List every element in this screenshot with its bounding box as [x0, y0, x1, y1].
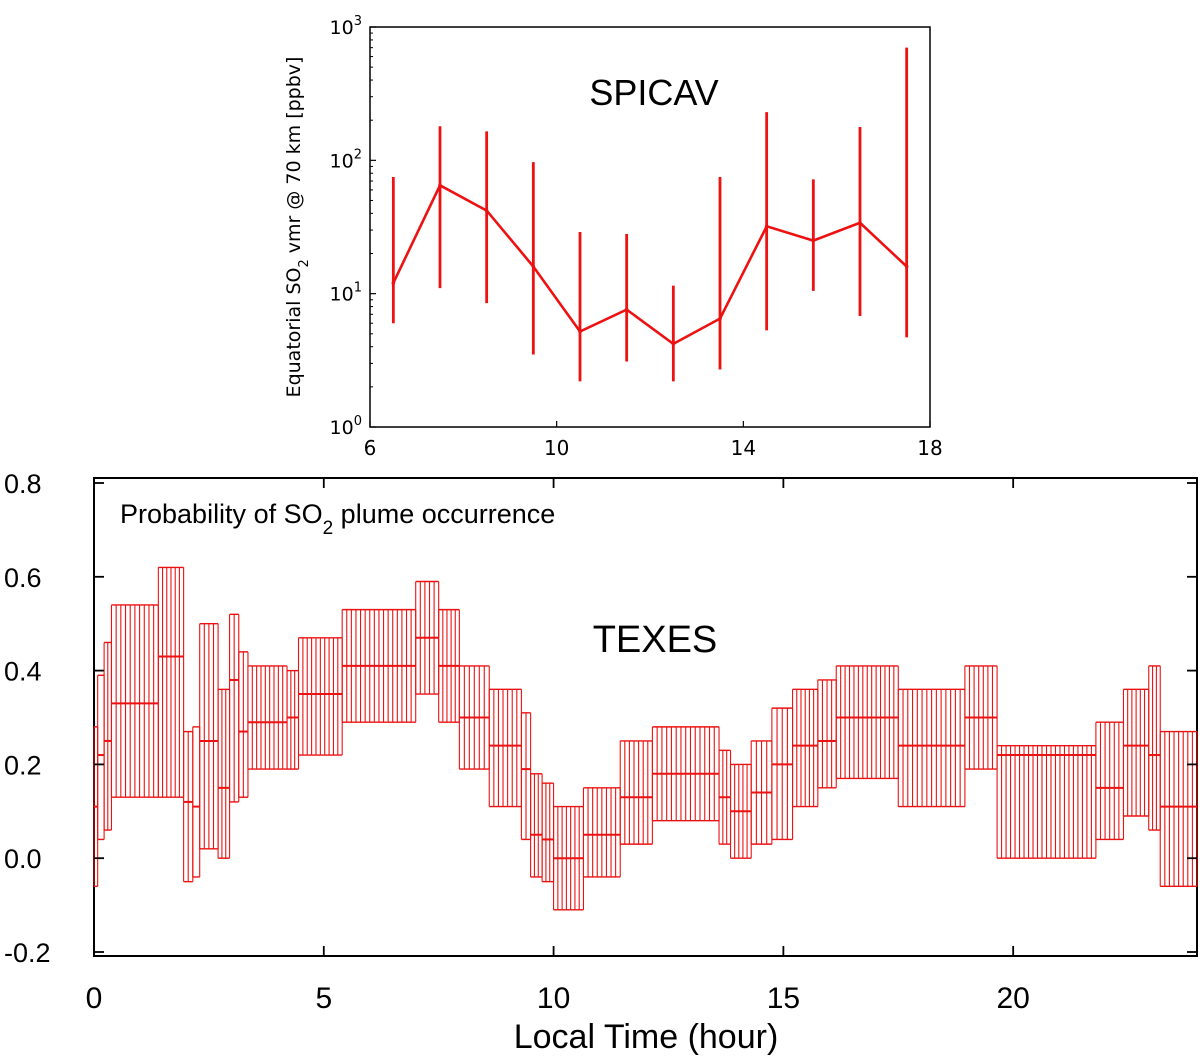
- spicav-data-point: [671, 342, 676, 346]
- texes-panel: -0.2 0.0 0.2 0.4 0.6 0.8 0 5 10 15 20 Probability …: [4, 469, 1198, 1056]
- texes-segment: [192, 726, 201, 878]
- texes-plot-frame: [93, 477, 1198, 957]
- texes-segment: [438, 608, 460, 723]
- texes-segment: [750, 740, 773, 845]
- texes-segment: [157, 566, 185, 798]
- spicav-ytick-exponent: 3: [354, 14, 362, 29]
- texes-segment: [217, 688, 231, 859]
- texes-segment: [247, 665, 288, 770]
- spicav-data-point: [484, 208, 489, 213]
- spicav-data-layer: [391, 47, 909, 382]
- texes-segment: [771, 707, 794, 841]
- spicav-xtick-label: 6: [364, 436, 377, 460]
- texes-segment: [553, 805, 585, 911]
- texes-axes-layer: -0.2 0.0 0.2 0.4 0.6 0.8 0 5 10 15 20: [4, 469, 1197, 1015]
- spicav-data-point: [858, 221, 862, 225]
- texes-segment: [488, 688, 522, 808]
- texes-segment: [103, 641, 113, 831]
- texes-xtick-label: 20: [996, 982, 1029, 1015]
- spicav-ytick-base: 10: [330, 150, 354, 172]
- texes-segment: [718, 749, 732, 845]
- texes-xtick-label: 0: [86, 982, 103, 1015]
- spicav-title: SPICAV: [589, 72, 718, 113]
- texes-title: TEXES: [593, 619, 718, 661]
- texes-segment: [341, 608, 417, 723]
- spicav-ytick-label: 103: [330, 14, 362, 39]
- texes-segment: [897, 688, 966, 808]
- spicav-ytick-label: 101: [330, 281, 362, 306]
- texes-segment: [520, 712, 532, 841]
- texes-segment: [582, 787, 621, 878]
- texes-segment: [651, 726, 720, 822]
- texes-segment: [541, 782, 555, 883]
- spicav-ytick-base: 10: [330, 417, 354, 439]
- spicav-data-point: [391, 281, 396, 285]
- texes-ytick-label: 0.2: [4, 750, 42, 780]
- spicav-ylabel-rest: vmr @ 70 km [ppbv]: [283, 57, 305, 260]
- spicav-data-point: [624, 307, 629, 312]
- texes-ytick-label: -0.2: [4, 938, 51, 968]
- spicav-data-point: [531, 264, 536, 269]
- texes-segment: [183, 730, 194, 883]
- texes-segment: [835, 665, 899, 780]
- spicav-data-point: [578, 329, 582, 334]
- texes-segment: [817, 679, 837, 789]
- texes-annotation-main: Probability of SO: [120, 499, 323, 529]
- texes-segment: [729, 763, 752, 859]
- texes-segment: [1122, 688, 1150, 817]
- texes-segment: [964, 665, 998, 770]
- texes-segment: [199, 623, 219, 850]
- texes-segment: [415, 580, 440, 695]
- texes-xtick-label: 5: [315, 982, 332, 1015]
- texes-segment: [97, 674, 105, 841]
- texes-segment: [996, 744, 1097, 859]
- spicav-xtick-label: 18: [917, 436, 942, 460]
- spicav-ytick-exponent: 1: [354, 281, 362, 296]
- texes-ytick-label: 0.6: [4, 563, 42, 593]
- spicav-xtick-label: 14: [731, 436, 756, 460]
- texes-segment: [229, 613, 240, 803]
- spicav-ytick-label: 100: [330, 414, 362, 439]
- texes-segment: [110, 604, 159, 798]
- texes-segment: [530, 773, 543, 878]
- texes-xtick-label: 15: [767, 982, 800, 1015]
- spicav-data-point: [904, 264, 909, 269]
- spicav-xtick-label: 10: [544, 436, 569, 460]
- texes-segment: [297, 637, 343, 756]
- texes-segment: [792, 688, 819, 808]
- texes-annotation: Probability of SO2 plume occurrence: [120, 499, 555, 539]
- texes-data-layer: [93, 566, 1198, 911]
- texes-segment: [1095, 721, 1125, 841]
- spicav-plot-frame: [369, 26, 931, 428]
- texes-xtick-label: 10: [537, 982, 570, 1015]
- texes-segment: [619, 740, 653, 845]
- texes-ytick-label: 0.0: [4, 844, 42, 874]
- texes-annotation-subscript: 2: [323, 518, 334, 539]
- spicav-data-point: [438, 183, 442, 188]
- texes-segment: [286, 669, 300, 770]
- spicav-ylabel-main: Equatorial SO: [283, 268, 305, 398]
- spicav-ytick-base: 10: [330, 284, 354, 306]
- texes-ytick-label: 0.8: [4, 469, 42, 499]
- texes-segment: [238, 651, 249, 798]
- texes-annotation-rest: plume occurrence: [333, 499, 555, 529]
- spicav-ylabel-subscript: 2: [297, 259, 312, 267]
- spicav-data-point: [764, 224, 769, 229]
- spicav-series-line: [392, 183, 908, 346]
- spicav-ytick-exponent: 0: [354, 414, 362, 429]
- texes-segment: [458, 665, 490, 770]
- spicav-ytick-label: 102: [330, 147, 362, 172]
- spicav-ytick-exponent: 2: [354, 147, 362, 162]
- spicav-data-point: [718, 316, 722, 321]
- spicav-ytick-base: 10: [330, 17, 354, 39]
- texes-segment: [1159, 730, 1198, 888]
- texes-segment: [1148, 665, 1161, 831]
- spicav-data-point: [811, 238, 816, 243]
- texes-x-axis-label: Local Time (hour): [514, 1018, 779, 1056]
- texes-ytick-label: 0.4: [4, 657, 42, 687]
- spicav-y-axis-label: Equatorial SO2 vmr @ 70 km [ppbv]: [283, 57, 312, 398]
